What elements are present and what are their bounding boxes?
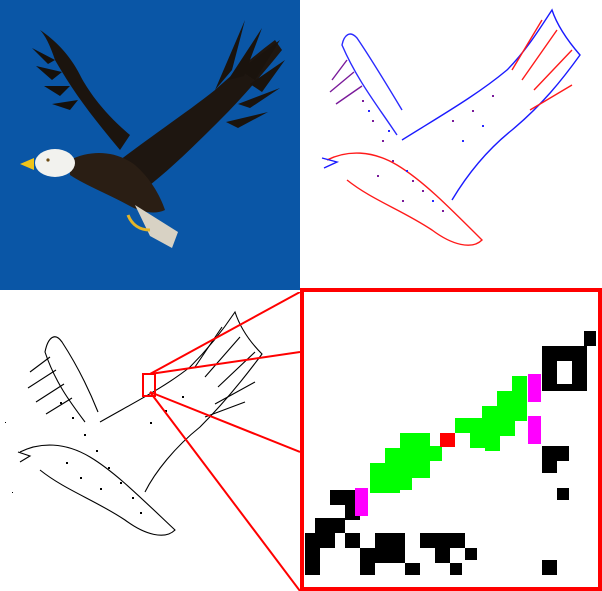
binary-edge-panel: [0, 292, 300, 591]
pixel-zoom-inset: [300, 288, 602, 591]
color-edge-map: [302, 0, 602, 290]
zoom-source-box: [142, 373, 156, 397]
color-edge-panel: [302, 0, 602, 290]
zoom-callout-lines: [149, 292, 300, 591]
eagle-photo: [0, 0, 300, 290]
eagle-photo-panel: [0, 0, 300, 290]
pixel-zoom-panel: [300, 288, 602, 591]
red-pixel-marker: [440, 433, 455, 447]
binary-edge-map: [0, 292, 300, 591]
